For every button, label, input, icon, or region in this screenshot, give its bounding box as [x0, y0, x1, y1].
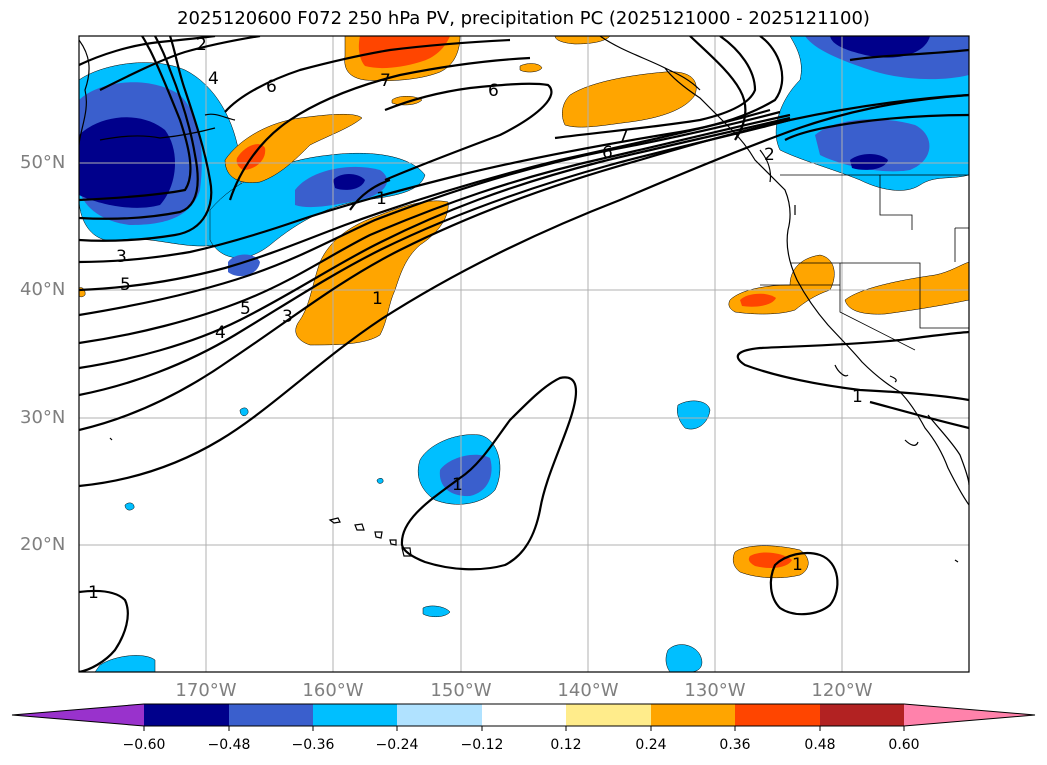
neg-anomaly-northeast-core	[850, 154, 888, 170]
contour-label: 1	[452, 475, 463, 495]
lon-label-130w: 130°W	[684, 680, 746, 701]
map-frame	[78, 35, 970, 673]
colorbar-extend-low	[12, 704, 144, 726]
contour-label: 2	[196, 35, 207, 55]
colorbar-segment	[735, 704, 820, 726]
neg-anomaly-subtropical-mid	[439, 454, 492, 497]
colorbar-tick: 0.48	[804, 737, 836, 753]
colorbar-segment	[229, 704, 313, 726]
lon-label-120w: 120°W	[811, 680, 873, 701]
contour-label: 1	[792, 555, 803, 575]
colorbar	[11, 703, 1036, 731]
lon-label-160w: 160°W	[302, 680, 364, 701]
lon-label-170w: 170°W	[175, 680, 237, 701]
political-borders	[760, 174, 969, 351]
contour-label: 5	[240, 299, 251, 319]
neg-anomaly-dot-1	[239, 407, 249, 417]
contour-label: 1	[852, 387, 863, 407]
colorbar-tick: 0.60	[888, 737, 920, 753]
colorbar-extend-high	[904, 704, 1035, 726]
contour-label: 5	[120, 275, 131, 295]
lat-label-40n: 40°N	[20, 279, 66, 300]
map-title: 2025120600 F072 250 hPa PV, precipitatio…	[177, 8, 870, 29]
colorbar-tick: −0.24	[375, 737, 419, 753]
neg-anomaly-small-4	[422, 605, 451, 617]
contour-label: 1	[88, 583, 99, 603]
pv-contours	[79, 36, 969, 672]
contour-label: 1	[376, 189, 387, 209]
contour-label: 3	[282, 307, 293, 327]
contour-label: 2	[764, 145, 775, 165]
pos-anomaly-small-1	[391, 96, 423, 106]
colorbar-tick: 0.24	[635, 737, 667, 753]
contour-label: 3	[116, 247, 127, 267]
pos-anomaly-gulf-top	[554, 36, 611, 45]
lon-label-150w: 150°W	[430, 680, 492, 701]
pos-anomaly-aleutian	[224, 113, 363, 183]
colorbar-tick: −0.60	[122, 737, 166, 753]
colorbar-tick: 0.12	[550, 737, 582, 753]
contour-label: 6	[488, 81, 499, 101]
colorbar-tick: −0.48	[207, 737, 251, 753]
colorbar-tick: 0.36	[719, 737, 751, 753]
colorbar-tick: −0.36	[291, 737, 335, 753]
contour-label: 4	[208, 69, 219, 89]
neg-anomaly-northeast-core2	[830, 36, 930, 58]
pos-anomaly-north-core	[358, 36, 450, 69]
neg-anomaly-central-core	[333, 174, 365, 190]
colorbar-segment	[144, 704, 229, 726]
anomaly-fields	[79, 36, 969, 672]
colorbar-segment	[651, 704, 735, 726]
colorbar-segment	[313, 704, 397, 726]
pos-anomaly-small-3	[519, 63, 543, 73]
contour-label: 4	[215, 323, 226, 343]
colorbar-tick: −0.12	[460, 737, 504, 753]
neg-anomaly-small-2	[665, 644, 703, 672]
colorbar-segment	[397, 704, 482, 726]
lat-label-50n: 50°N	[20, 152, 66, 173]
pv-contour-labels: 2 4 6 7 6 7 6 2 3 5 1 5 3 4 1 1 1 1 1	[88, 35, 863, 603]
contour-label: 6	[266, 77, 277, 97]
contour-label: 6	[602, 143, 613, 163]
lat-label-30n: 30°N	[20, 407, 66, 428]
contour-label: 7	[380, 71, 391, 91]
colorbar-segment	[820, 704, 904, 726]
neg-anomaly-northeast-mid2	[815, 119, 930, 172]
colorbar-segment	[566, 704, 651, 726]
lat-label-20n: 20°N	[20, 534, 66, 555]
neg-anomaly-dot-2	[124, 502, 135, 511]
pos-anomaly-california-core	[740, 293, 776, 307]
pos-anomaly-subtropical-core	[748, 552, 792, 568]
pos-anomaly-interior	[844, 261, 969, 315]
neg-anomaly-dot-3	[376, 478, 384, 484]
contour-label: 7	[618, 127, 629, 147]
lon-label-140w: 140°W	[557, 680, 619, 701]
pos-anomaly-gulf	[562, 71, 697, 128]
colorbar-segment	[482, 704, 566, 726]
neg-anomaly-small-3	[94, 655, 156, 672]
contour-label: 1	[372, 289, 383, 309]
neg-anomaly-small-1	[677, 400, 711, 430]
